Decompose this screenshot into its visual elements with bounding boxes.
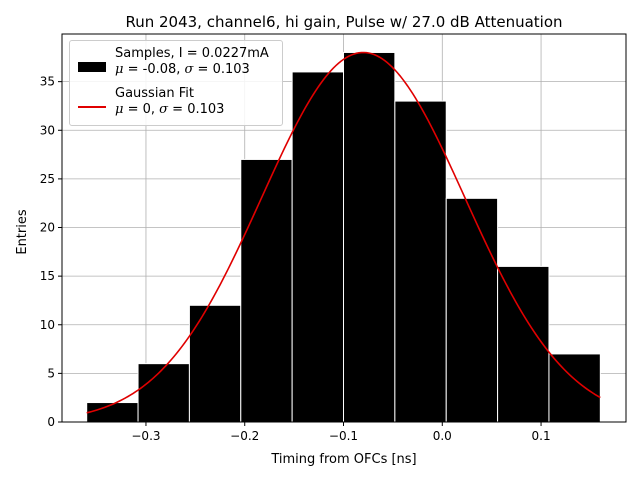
gaussian-fit-curve bbox=[86, 51, 601, 414]
x-tick-label-2: −0.1 bbox=[329, 429, 358, 443]
legend-sigma-fit: 0.103 bbox=[187, 102, 225, 117]
legend-label-fit: Gaussian Fit bbox=[115, 86, 195, 101]
y-tick-label-3: 15 bbox=[40, 269, 55, 283]
legend-swatch-samples bbox=[78, 62, 106, 72]
histogram-bar-0 bbox=[86, 402, 139, 423]
y-tick-label-1: 5 bbox=[47, 366, 55, 380]
legend-mu-fit: 0 bbox=[142, 102, 151, 117]
x-tick-label-0: −0.3 bbox=[131, 429, 160, 443]
chart-title: Run 2043, channel6, hi gain, Pulse w/ 27… bbox=[125, 13, 562, 31]
histogram-bar-2 bbox=[188, 304, 242, 423]
histogram-bar-9 bbox=[548, 353, 601, 423]
x-tick-label-1: −0.2 bbox=[230, 429, 259, 443]
histogram-bar-8 bbox=[497, 265, 550, 423]
y-axis-label: Entries bbox=[15, 209, 30, 255]
legend-stats-fit: μ = 0, σ = 0.103 bbox=[115, 102, 225, 117]
x-tick-label-3: 0.0 bbox=[433, 429, 452, 443]
y-tick-label-5: 25 bbox=[40, 172, 55, 186]
gaussian-fit-line bbox=[86, 51, 601, 414]
y-tick-label-0: 0 bbox=[47, 415, 55, 429]
histogram-bar-1 bbox=[137, 363, 190, 423]
histogram-bar-4 bbox=[291, 71, 345, 423]
y-axis-ticks: 0 5 10 15 20 25 30 35 bbox=[40, 75, 62, 429]
chart-legend: Samples, I = 0.0227mA μ = -0.08, σ = 0.1… bbox=[69, 40, 283, 126]
legend-sigma-samples: 0.103 bbox=[212, 62, 250, 77]
y-tick-label-6: 30 bbox=[40, 123, 55, 137]
legend-swatch-fit bbox=[78, 106, 106, 108]
y-tick-label-7: 35 bbox=[40, 75, 55, 89]
x-axis-ticks: −0.3 −0.2 −0.1 0.0 0.1 bbox=[131, 422, 551, 443]
legend-label-samples: Samples, I = 0.0227mA bbox=[115, 46, 269, 61]
y-tick-label-4: 20 bbox=[40, 221, 55, 235]
histogram-bar-5 bbox=[343, 51, 396, 423]
histogram-bar-6 bbox=[394, 100, 447, 423]
y-tick-label-2: 10 bbox=[40, 318, 55, 332]
legend-stats-samples: μ = -0.08, σ = 0.103 bbox=[115, 62, 250, 77]
x-axis-label: Timing from OFCs [ns] bbox=[270, 452, 416, 467]
histogram-bar-7 bbox=[445, 197, 499, 423]
legend-mu-samples: -0.08 bbox=[142, 62, 177, 77]
histogram-bars bbox=[86, 51, 601, 423]
histogram-bar-3 bbox=[240, 158, 293, 423]
x-tick-label-4: 0.1 bbox=[532, 429, 551, 443]
